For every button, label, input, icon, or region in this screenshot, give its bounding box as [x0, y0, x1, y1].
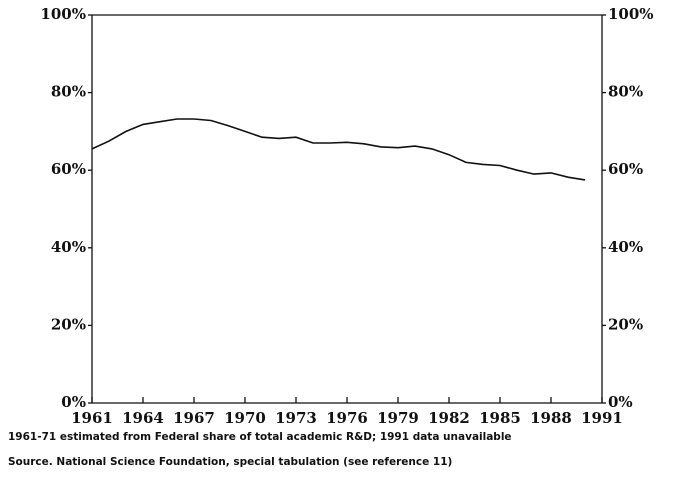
x-tick-label: 1967 [173, 409, 215, 427]
y-tick-label: 40% [51, 238, 86, 256]
y2-tick-label: 100% [608, 5, 654, 23]
x-tick-label: 1973 [275, 409, 317, 427]
x-tick-label: 1961 [71, 409, 113, 427]
y-tick-label: 0% [61, 393, 86, 411]
source-note: Source. National Science Foundation, spe… [8, 456, 452, 468]
y2-tick-label: 20% [608, 315, 643, 333]
y-tick-label: 60% [51, 160, 86, 178]
x-tick-label: 1970 [224, 409, 266, 427]
x-tick-label: 1982 [428, 409, 470, 427]
y2-tick-label: 80% [608, 83, 643, 101]
x-tick-label: 1964 [122, 409, 164, 427]
x-tick-label: 1979 [377, 409, 419, 427]
y-tick-label: 20% [51, 315, 86, 333]
x-tick-label: 1988 [530, 409, 572, 427]
x-tick-label: 1976 [326, 409, 368, 427]
x-tick-label: 1991 [581, 409, 623, 427]
y2-tick-label: 0% [608, 393, 633, 411]
y2-tick-label: 40% [608, 238, 643, 256]
data-line [91, 118, 586, 181]
y-tick-label: 80% [51, 83, 86, 101]
y-tick-label: 100% [40, 5, 86, 23]
footnote: 1961-71 estimated from Federal share of … [8, 431, 512, 443]
x-tick-label: 1985 [479, 409, 521, 427]
y2-tick-label: 60% [608, 160, 643, 178]
